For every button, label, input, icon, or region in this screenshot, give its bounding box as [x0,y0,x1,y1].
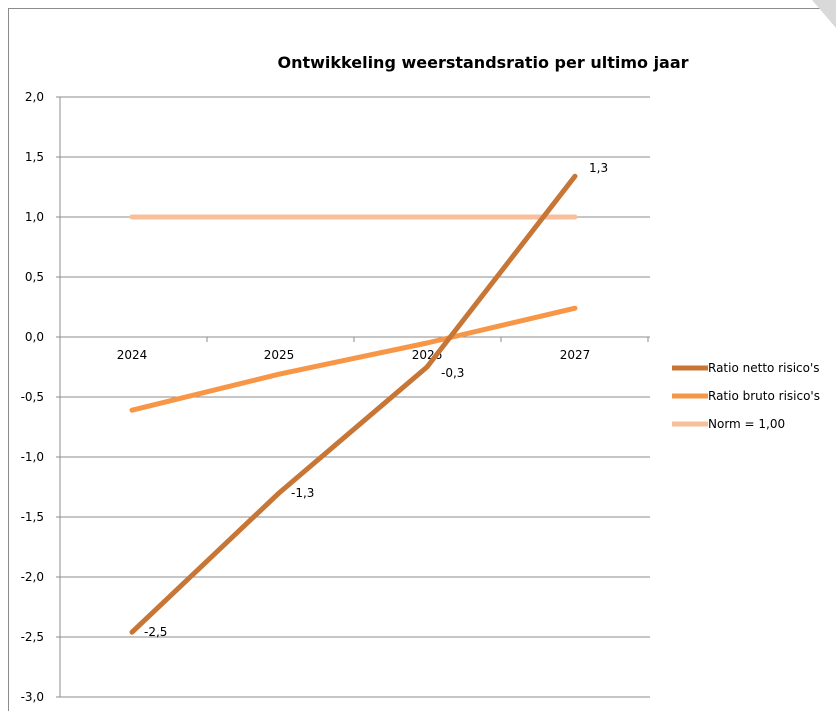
y-tick-label: -2,5 [21,630,44,644]
data-label: -1,3 [291,486,314,500]
series-line-ratio-bruto-risico-s [129,305,578,413]
chart-area [8,8,836,711]
y-tick-label: 1,0 [25,210,44,224]
series-layer [129,173,578,635]
corner-fold-icon [812,0,836,28]
y-tick-label: -1,5 [21,510,44,524]
y-tick-label: -3,0 [21,690,44,704]
axes: 2,0 1,5 1,0 0,5 0,0 -0,5 -1,0 -1,5 -2,0 -2,5 -3,0 2… [21,90,649,704]
y-tick-label: -2,0 [21,570,44,584]
data-label: -0,3 [441,366,464,380]
data-labels: -2,5 -1,3 -0,3 1,3 [144,161,608,639]
series-line-ratio-netto-risico-s [129,173,578,635]
legend-label: Ratio bruto risico's [708,389,820,403]
y-tick-label: -0,5 [21,390,44,404]
y-tick-label: 0,5 [25,270,44,284]
legend-label: Norm = 1,00 [708,417,785,431]
data-label: 1,3 [589,161,608,175]
x-tick-label: 2025 [264,348,295,362]
x-tick-label: 2024 [117,348,148,362]
y-tick-label: 2,0 [25,90,44,104]
y-tick-label: 1,5 [25,150,44,164]
x-tick-label: 2027 [560,348,591,362]
y-tick-label: 0,0 [25,330,44,344]
legend: Ratio netto risico's Ratio bruto risico's… [672,361,820,431]
gridlines [56,96,650,698]
y-tick-label: -1,0 [21,450,44,464]
data-label: -2,5 [144,625,167,639]
legend-label: Ratio netto risico's [708,361,820,375]
chart-title: Ontwikkeling weerstandsratio per ultimo … [277,53,688,72]
